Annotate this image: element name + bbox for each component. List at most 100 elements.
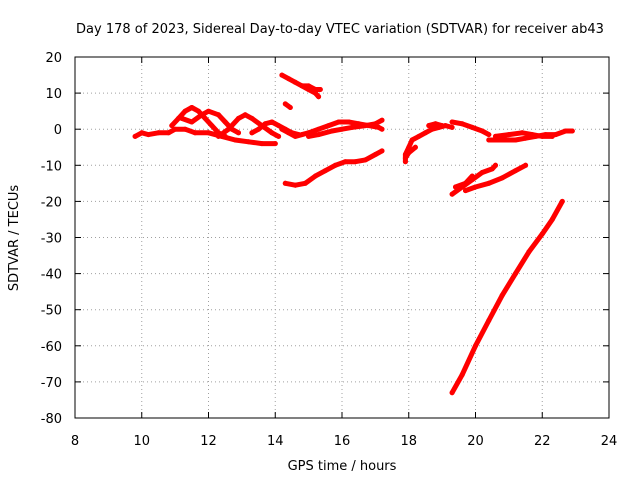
axis-ticks [74,56,610,419]
data-point [433,121,438,127]
data-point [486,180,492,186]
data-point [292,133,298,139]
y-tick-label: -50 [41,304,62,319]
data-point [155,130,161,136]
data-point [539,133,545,139]
data-point [426,123,432,129]
data-point [299,132,305,138]
series-arc-12 [402,123,455,165]
data-point [346,119,352,125]
x-tick-label: 22 [534,434,551,449]
data-point [449,390,455,396]
data-point [179,115,185,121]
data-point [412,144,418,150]
data-point [276,133,282,139]
data-point [473,184,478,190]
data-point [529,132,535,138]
y-tick-label: 0 [54,123,62,138]
y-tick-label: -40 [41,268,62,283]
data-point [336,119,342,125]
data-point [463,188,468,194]
y-tick-label: 10 [45,87,62,102]
x-tick-label: 12 [200,434,217,449]
data-series [132,72,575,396]
data-point [316,94,322,100]
y-tick-label: -60 [41,340,62,355]
data-point [306,83,312,89]
x-tick-label: 20 [467,434,484,449]
data-point [523,135,529,141]
data-point [226,126,231,132]
data-point [326,123,332,129]
data-point [463,180,468,186]
y-tick-label: -10 [41,159,62,174]
data-point [549,216,555,222]
chart-title: Day 178 of 2023, Sidereal Day-to-day VTE… [76,22,604,37]
data-point [259,141,265,147]
data-point [372,152,378,157]
data-point [526,249,532,255]
data-point [256,126,262,132]
data-point [563,128,569,134]
data-point [189,105,195,110]
data-point [132,133,138,139]
series-arc-11 [282,148,385,188]
x-tick-label: 18 [400,434,417,449]
data-point [269,130,275,136]
data-point [339,126,345,132]
data-point [559,198,565,204]
data-point [169,123,175,129]
data-point [513,271,518,277]
y-tick-label: -80 [41,412,62,427]
data-point [486,137,492,143]
data-point [292,79,298,85]
data-point [316,126,322,132]
data-point [349,124,355,130]
data-point [362,123,368,129]
data-point [299,83,305,89]
data-point [232,137,238,143]
data-point [316,132,322,138]
y-axis-label: SDTVAR / TECUs [7,185,22,292]
data-point [379,126,385,132]
data-point [276,123,282,129]
data-point [329,128,335,134]
data-point [486,318,492,323]
data-point [242,112,248,118]
y-tick-label: -20 [41,195,62,210]
y-tick-label: 20 [45,51,62,66]
data-point [499,137,505,143]
data-point [372,121,378,127]
x-tick-label: 14 [267,434,284,449]
data-point [402,159,408,165]
data-point [486,132,492,138]
data-point [479,128,485,134]
data-point [236,115,241,121]
data-point [172,126,178,132]
data-point [489,166,495,172]
x-axis-label: GPS time / hours [288,459,397,474]
data-point [209,123,215,129]
data-point [342,159,348,165]
data-point [202,115,208,121]
data-point [312,173,318,179]
data-point [249,130,255,136]
data-point [282,101,288,107]
data-point [409,137,415,143]
data-point [406,150,412,156]
y-tick-label: -30 [41,232,62,247]
x-tick-label: 8 [71,434,79,449]
data-point [519,130,525,136]
data-point [269,119,275,125]
data-point [286,76,292,82]
data-point [439,123,445,129]
data-point [286,130,292,136]
data-point [449,119,455,125]
data-point [493,133,498,139]
data-point [236,130,241,136]
data-point [379,148,385,154]
data-point [216,133,221,139]
data-point [449,124,455,130]
data-point [422,130,428,136]
data-point [182,126,188,132]
